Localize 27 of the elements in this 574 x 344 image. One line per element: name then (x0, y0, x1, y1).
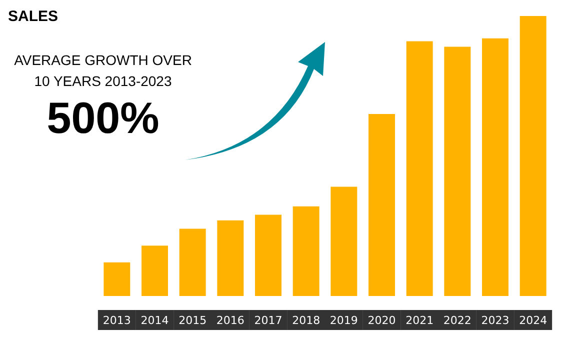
x-tick-label: 2013 (102, 314, 131, 327)
bar (217, 220, 244, 296)
x-tick-label: 2024 (519, 314, 548, 327)
bar (330, 186, 358, 296)
x-tick-label: 2020 (368, 314, 396, 327)
x-tick-label: 2017 (254, 314, 282, 327)
bar (368, 114, 395, 296)
x-tick-label: 2014 (140, 314, 169, 327)
chart-title: SALES (8, 8, 58, 25)
annotation: 500% (46, 94, 160, 144)
bar (255, 214, 282, 296)
x-tick-label: 2022 (443, 314, 472, 327)
bar (292, 206, 320, 296)
bar (520, 16, 546, 296)
bar (179, 228, 206, 296)
x-tick-label: 2019 (330, 314, 358, 327)
bar (482, 38, 508, 296)
x-tick-label: 2023 (481, 314, 510, 327)
annotation: AVERAGE GROWTH OVER 10 YEARS 2013-2023 (13, 51, 193, 91)
x-tick-label: 2015 (178, 314, 207, 327)
bar (142, 246, 168, 296)
bar (104, 262, 130, 296)
x-tick-label: 2016 (216, 314, 244, 327)
x-tick-label: 2018 (292, 314, 320, 327)
bar (406, 41, 433, 296)
x-tick-label: 2021 (406, 314, 434, 327)
bar (444, 46, 471, 296)
